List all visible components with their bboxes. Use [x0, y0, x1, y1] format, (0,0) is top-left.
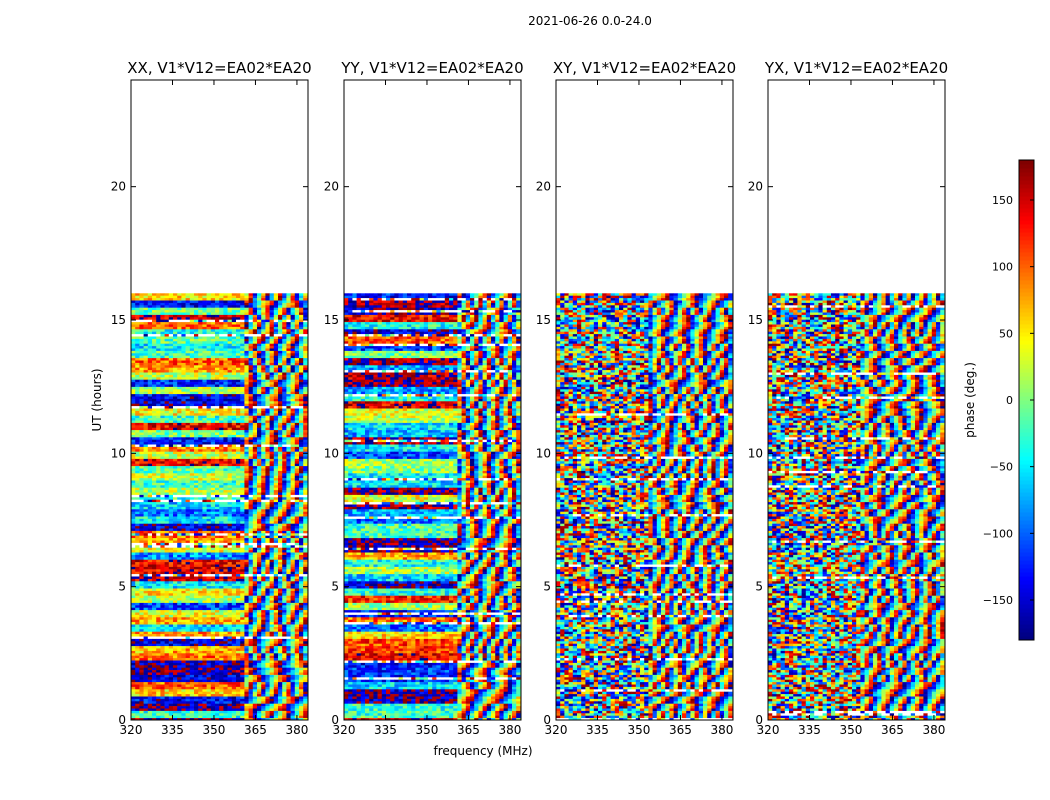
x-tick-label: 380 [922, 723, 945, 737]
y-tick-label: 20 [748, 180, 763, 194]
x-tick-label: 380 [710, 723, 733, 737]
y-tick-label: 0 [543, 713, 551, 727]
y-tick-label: 0 [331, 713, 339, 727]
y-tick-label: 5 [331, 580, 339, 594]
x-tick-label: 350 [628, 723, 651, 737]
y-tick-label: 15 [748, 313, 763, 327]
panel-4-heatmap [768, 293, 945, 720]
y-tick-label: 0 [755, 713, 763, 727]
colorbar-tick-label: −50 [990, 461, 1013, 474]
y-tick-label: 10 [324, 446, 339, 460]
y-tick-label: 15 [111, 313, 126, 327]
x-tick-label: 350 [840, 723, 863, 737]
y-tick-label: 10 [536, 446, 551, 460]
x-tick-label: 380 [498, 723, 521, 737]
y-tick-label: 5 [755, 580, 763, 594]
y-tick-label: 20 [111, 180, 126, 194]
x-tick-label: 365 [669, 723, 692, 737]
x-tick-label: 365 [457, 723, 480, 737]
colorbar-tick-label: 150 [992, 194, 1013, 207]
y-tick-label: 0 [118, 713, 126, 727]
x-tick-label: 335 [161, 723, 184, 737]
y-tick-label: 20 [536, 180, 551, 194]
x-tick-label: 365 [881, 723, 904, 737]
y-tick-label: 5 [118, 580, 126, 594]
panel-title: YY, V1*V12=EA02*EA20 [340, 59, 523, 77]
colorbar-tick-label: −150 [983, 594, 1013, 607]
x-tick-label: 350 [203, 723, 226, 737]
y-axis-label: UT (hours) [90, 368, 104, 431]
x-tick-label: 335 [586, 723, 609, 737]
x-tick-label: 335 [374, 723, 397, 737]
colorbar-tick-label: 0 [1006, 394, 1013, 407]
x-tick-label: 365 [244, 723, 267, 737]
y-tick-label: 5 [543, 580, 551, 594]
y-tick-label: 15 [536, 313, 551, 327]
panel-title: YX, V1*V12=EA02*EA20 [764, 59, 948, 77]
colorbar-tick-label: 50 [999, 327, 1013, 340]
x-axis-label: frequency (MHz) [433, 744, 532, 758]
y-tick-label: 10 [111, 446, 126, 460]
x-tick-label: 380 [285, 723, 308, 737]
panel-title: XX, V1*V12=EA02*EA20 [127, 59, 311, 77]
colorbar-tick-label: 100 [992, 261, 1013, 274]
panel-3-heatmap [556, 293, 733, 720]
panel-title: XY, V1*V12=EA02*EA20 [553, 59, 736, 77]
panel-2-heatmap [344, 293, 521, 720]
y-tick-label: 10 [748, 446, 763, 460]
x-tick-label: 335 [798, 723, 821, 737]
x-tick-label: 350 [416, 723, 439, 737]
colorbar-tick-label: −100 [983, 527, 1013, 540]
panel-1-heatmap [131, 293, 308, 720]
colorbar-label: phase (deg.) [963, 362, 977, 438]
y-tick-label: 15 [324, 313, 339, 327]
y-tick-label: 20 [324, 180, 339, 194]
